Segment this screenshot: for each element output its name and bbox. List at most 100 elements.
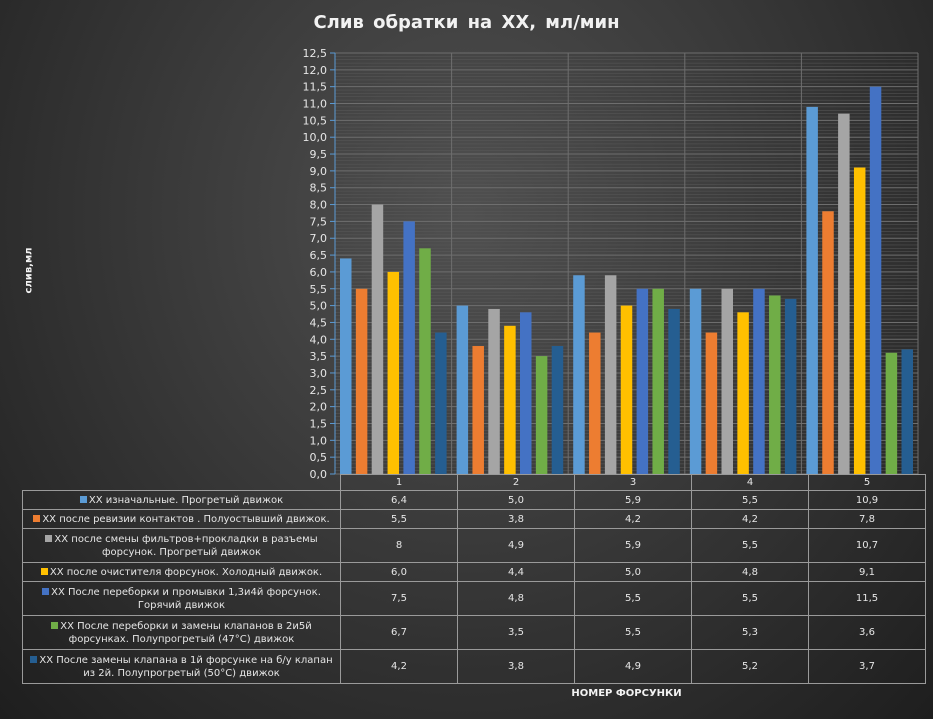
data-label: 3,6: [808, 615, 926, 650]
y-tick-label: 11,5: [303, 81, 328, 94]
y-tick-label: 9,0: [310, 165, 328, 178]
bar-s2-c3: [589, 332, 601, 474]
y-tick-label: 1,5: [310, 417, 328, 430]
data-label: 4,9: [574, 649, 692, 684]
bar-s4-c3: [620, 305, 633, 474]
bar-s6-c4: [769, 295, 781, 474]
legend-entry: ХХ после очистителя форсунок. Холодный д…: [22, 562, 341, 582]
data-table: 1 2 3 4 5 ХХ изначальные. Прогретый движок 6,4…: [22, 474, 926, 684]
data-label: 4,8: [691, 562, 809, 582]
bar-s7-c2: [551, 346, 564, 474]
legend-entry: ХХ После замены клапана в 1й форсунке на…: [22, 649, 341, 684]
bar-s3-c3: [604, 275, 617, 474]
category-label: 1: [340, 474, 458, 491]
bar-s6-c5: [885, 352, 898, 474]
category-label: 5: [808, 474, 926, 491]
y-tick-label: 11,0: [303, 98, 328, 111]
legend-key: [51, 621, 59, 629]
y-tick-label: 6,5: [310, 249, 328, 262]
table-row: ХХ изначальные. Прогретый движок 6,4 5,0 5,…: [22, 490, 926, 510]
series-name: ХХ изначальные. Прогретый движок: [88, 494, 284, 506]
bar-s5-c2: [520, 312, 532, 474]
bar-s3-c1: [371, 204, 384, 474]
y-tick-label: 7,5: [310, 215, 328, 228]
data-label: 5,5: [574, 581, 692, 616]
data-label: 3,7: [808, 649, 926, 684]
data-label: 5,5: [340, 509, 458, 529]
data-label: 5,5: [691, 528, 809, 563]
data-label: 7,8: [808, 509, 926, 529]
bar-s4-c4: [737, 312, 749, 474]
bar-s2-c2: [472, 346, 484, 474]
y-tick-label: 7,0: [310, 232, 328, 245]
data-label: 10,9: [808, 490, 926, 510]
bar-s7-c3: [668, 308, 680, 474]
data-label: 7,5: [340, 581, 458, 616]
bar-s6-c1: [419, 248, 431, 474]
data-label: 5,9: [574, 528, 692, 563]
data-label: 5,0: [574, 562, 692, 582]
category-label: 4: [691, 474, 809, 491]
bar-s1-c2: [456, 305, 469, 474]
bar-s5-c5: [869, 86, 882, 475]
y-tick-label: 2,0: [310, 401, 328, 414]
series-name: ХХ после очистителя форсунок. Холодный д…: [49, 566, 323, 578]
y-tick-label: 8,5: [310, 182, 328, 195]
table-row: ХХ После замены клапана в 1й форсунке на…: [22, 649, 926, 684]
bar-s5-c1: [403, 221, 415, 474]
category-label: 3: [574, 474, 692, 491]
chart-title: Слив обратки на ХХ, мл/мин: [313, 12, 620, 33]
data-label: 5,5: [691, 581, 809, 616]
bar-s3-c5: [838, 113, 850, 475]
data-label: 4,2: [691, 509, 809, 529]
bar-s2-c1: [355, 288, 368, 474]
y-tick-label: 12,5: [303, 47, 328, 60]
bar-s1-c3: [573, 275, 585, 474]
data-label: 6,7: [340, 615, 458, 650]
x-axis-label: НОМЕР ФОРСУНКИ: [571, 688, 682, 699]
bar-s1-c1: [340, 258, 352, 474]
series-name: ХХ после ревизии контактов . Полуостывши…: [42, 513, 330, 525]
table-row: ХХ после ревизии контактов . Полуостывши…: [22, 509, 926, 529]
bar-s5-c3: [636, 288, 649, 474]
data-label: 4,4: [457, 562, 575, 582]
bar-s3-c4: [721, 288, 733, 474]
y-tick-label: 5,0: [310, 300, 328, 313]
legend-entry: ХХ После переборки и промывки 1,3и4й фор…: [22, 581, 341, 616]
y-tick-label: 12,0: [303, 64, 328, 77]
y-tick-label: 6,0: [310, 266, 328, 279]
legend-key: [33, 514, 41, 522]
y-tick-label: 3,5: [310, 350, 328, 363]
y-tick-label: 3,0: [310, 367, 328, 380]
data-label: 3,8: [457, 509, 575, 529]
category-label: 2: [457, 474, 575, 491]
legend-key: [42, 587, 50, 595]
series-name: ХХ После переборки и замены клапанов в 2…: [60, 620, 312, 645]
bar-s4-c2: [504, 325, 516, 474]
legend-key: [45, 534, 53, 542]
data-label: 4,9: [457, 528, 575, 563]
y-tick-label: 4,0: [310, 333, 328, 346]
bar-s7-c5: [901, 349, 913, 474]
series-name: ХХ После замены клапана в 1й форсунке на…: [39, 654, 333, 679]
legend-entry: ХХ После переборки и замены клапанов в 2…: [22, 615, 341, 650]
y-tick-label: 10,5: [303, 114, 328, 127]
bar-s4-c1: [387, 271, 400, 474]
y-tick-label: 1,0: [310, 434, 328, 447]
legend-key: [40, 567, 48, 575]
y-tick-label: 0,5: [310, 451, 328, 464]
legend-entry: ХХ после ревизии контактов . Полуостывши…: [22, 509, 341, 529]
table-row: ХХ после смены фильтров+прокладки в разъ…: [22, 528, 926, 563]
bar-s5-c4: [753, 288, 765, 474]
data-label: 3,8: [457, 649, 575, 684]
bar-s2-c5: [822, 211, 834, 474]
bar-s7-c1: [435, 332, 447, 474]
data-label: 11,5: [808, 581, 926, 616]
data-label: 3,5: [457, 615, 575, 650]
y-tick-label: 9,5: [310, 148, 328, 161]
legend-key: [30, 655, 38, 663]
data-label: 6,0: [340, 562, 458, 582]
y-tick-label: 5,5: [310, 283, 328, 296]
